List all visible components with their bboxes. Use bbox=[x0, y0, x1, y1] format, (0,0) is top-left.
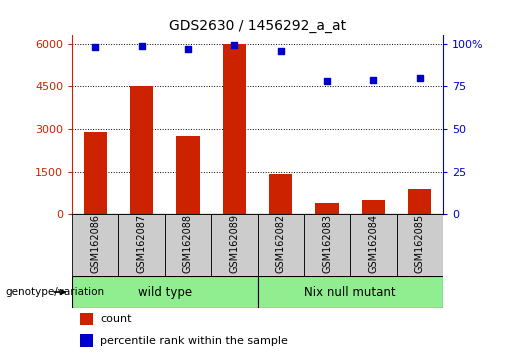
Bar bbox=[269, 175, 293, 214]
Bar bbox=[84, 132, 107, 214]
Point bbox=[138, 44, 146, 49]
Bar bbox=[350, 214, 397, 276]
Text: GSM162087: GSM162087 bbox=[136, 214, 147, 274]
Bar bbox=[258, 214, 304, 276]
Bar bbox=[222, 44, 246, 214]
Title: GDS2630 / 1456292_a_at: GDS2630 / 1456292_a_at bbox=[169, 19, 346, 33]
Text: GSM162086: GSM162086 bbox=[90, 215, 100, 273]
Text: GSM162088: GSM162088 bbox=[183, 215, 193, 273]
Bar bbox=[79, 334, 93, 347]
Text: wild type: wild type bbox=[138, 286, 192, 298]
Bar bbox=[72, 214, 118, 276]
Text: GSM162082: GSM162082 bbox=[276, 214, 286, 274]
Text: Nix null mutant: Nix null mutant bbox=[304, 286, 396, 298]
Bar bbox=[176, 136, 199, 214]
Bar bbox=[118, 214, 165, 276]
Point bbox=[91, 45, 99, 50]
Bar bbox=[408, 189, 431, 214]
Point bbox=[184, 46, 192, 52]
Point bbox=[416, 75, 424, 81]
Text: GSM162083: GSM162083 bbox=[322, 215, 332, 273]
Bar bbox=[72, 276, 258, 308]
Text: GSM162089: GSM162089 bbox=[229, 215, 239, 273]
Text: count: count bbox=[100, 314, 132, 324]
Bar bbox=[258, 276, 443, 308]
Bar bbox=[79, 313, 93, 325]
Point bbox=[230, 42, 238, 47]
Bar bbox=[130, 86, 153, 214]
Bar bbox=[315, 203, 338, 214]
Text: GSM162085: GSM162085 bbox=[415, 214, 425, 274]
Bar bbox=[304, 214, 350, 276]
Bar bbox=[397, 214, 443, 276]
Text: GSM162084: GSM162084 bbox=[368, 215, 379, 273]
Bar bbox=[362, 200, 385, 214]
Point bbox=[369, 77, 377, 82]
Text: percentile rank within the sample: percentile rank within the sample bbox=[100, 336, 288, 346]
Point bbox=[323, 79, 331, 84]
Bar bbox=[211, 214, 258, 276]
Text: genotype/variation: genotype/variation bbox=[5, 287, 104, 297]
Bar bbox=[165, 214, 211, 276]
Point bbox=[277, 48, 285, 53]
